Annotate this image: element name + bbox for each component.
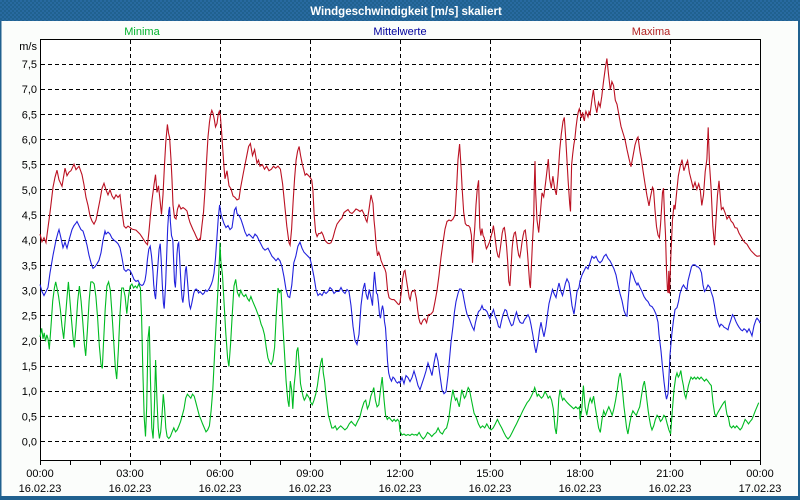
svg-text:Minima: Minima xyxy=(124,26,160,38)
svg-text:16.02.23: 16.02.23 xyxy=(559,483,602,495)
svg-text:16.02.23: 16.02.23 xyxy=(469,483,512,495)
svg-text:7,5: 7,5 xyxy=(22,59,37,71)
svg-text:4,0: 4,0 xyxy=(22,235,37,247)
svg-text:6,0: 6,0 xyxy=(22,135,37,147)
svg-text:16.02.23: 16.02.23 xyxy=(109,483,152,495)
svg-text:0,0: 0,0 xyxy=(22,437,37,449)
svg-text:09:00: 09:00 xyxy=(296,468,324,480)
svg-text:3,5: 3,5 xyxy=(22,260,37,272)
svg-text:16.02.23: 16.02.23 xyxy=(199,483,242,495)
svg-text:4,5: 4,5 xyxy=(22,210,37,222)
svg-text:1,0: 1,0 xyxy=(22,386,37,398)
svg-text:Maxima: Maxima xyxy=(632,26,671,38)
svg-text:16.02.23: 16.02.23 xyxy=(289,483,332,495)
svg-text:18:00: 18:00 xyxy=(566,468,594,480)
svg-text:1,5: 1,5 xyxy=(22,361,37,373)
svg-text:21:00: 21:00 xyxy=(656,468,684,480)
svg-text:7,0: 7,0 xyxy=(22,84,37,96)
svg-text:15:00: 15:00 xyxy=(476,468,504,480)
svg-text:6,5: 6,5 xyxy=(22,109,37,121)
svg-text:16.02.23: 16.02.23 xyxy=(379,483,422,495)
svg-text:16.02.23: 16.02.23 xyxy=(649,483,692,495)
svg-text:00:00: 00:00 xyxy=(26,468,54,480)
svg-text:m/s: m/s xyxy=(19,41,37,53)
svg-text:03:00: 03:00 xyxy=(116,468,144,480)
svg-text:2,5: 2,5 xyxy=(22,311,37,323)
svg-text:16.02.23: 16.02.23 xyxy=(19,483,62,495)
svg-text:17.02.23: 17.02.23 xyxy=(739,483,782,495)
svg-text:2,0: 2,0 xyxy=(22,336,37,348)
svg-text:Mittelwerte: Mittelwerte xyxy=(373,26,426,38)
svg-text:Windgeschwindigkeit [m/s] skal: Windgeschwindigkeit [m/s] skaliert xyxy=(310,6,502,18)
svg-text:5,0: 5,0 xyxy=(22,185,37,197)
svg-text:06:00: 06:00 xyxy=(206,468,234,480)
svg-text:5,5: 5,5 xyxy=(22,160,37,172)
svg-text:12:00: 12:00 xyxy=(386,468,414,480)
svg-text:3,0: 3,0 xyxy=(22,286,37,298)
svg-text:00:00: 00:00 xyxy=(746,468,774,480)
svg-text:0,5: 0,5 xyxy=(22,411,37,423)
